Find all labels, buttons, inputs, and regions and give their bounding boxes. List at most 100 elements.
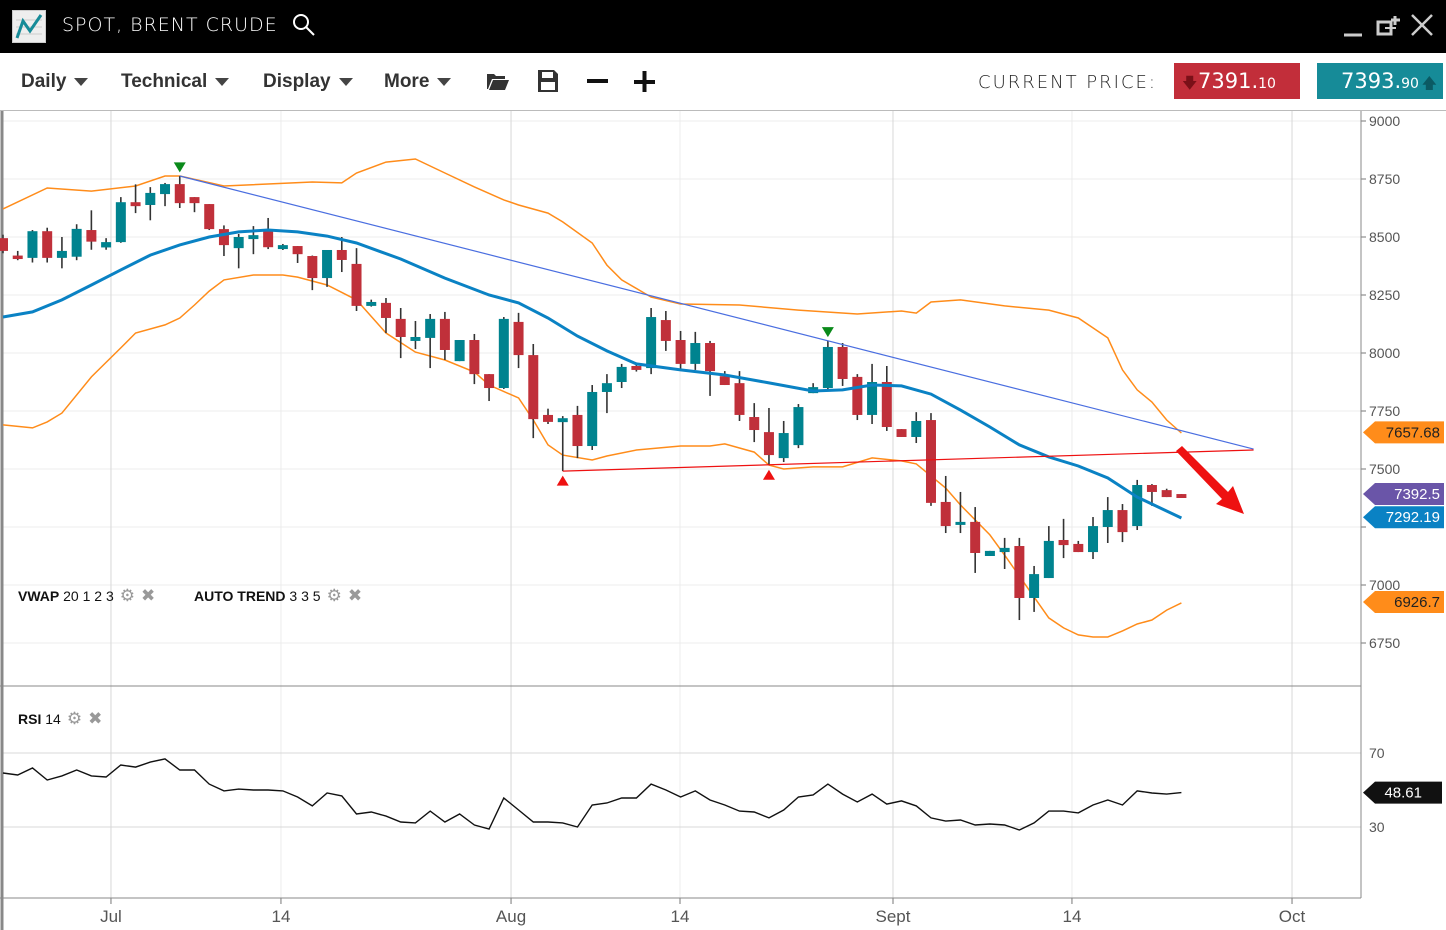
candle-up bbox=[27, 231, 38, 258]
gear-icon[interactable]: ⚙ bbox=[326, 586, 342, 605]
candle-up bbox=[587, 391, 598, 447]
candle-up bbox=[690, 343, 701, 364]
arrow-up-icon: 🡅 bbox=[1421, 74, 1437, 92]
rsi-value-tag bbox=[1363, 781, 1442, 804]
y-tick-label: 8000 bbox=[1369, 345, 1400, 361]
candle-down bbox=[970, 521, 981, 553]
candle-down bbox=[351, 263, 362, 306]
legend-name: RSI bbox=[18, 711, 42, 727]
candle-up bbox=[233, 237, 244, 249]
close-icon[interactable]: ✖ bbox=[347, 586, 363, 605]
candle-up bbox=[955, 521, 966, 525]
legend-auto-trend: AUTO TREND 3 3 5 ⚙ ✖ bbox=[194, 586, 362, 606]
candle-up bbox=[1043, 540, 1054, 579]
ask-price-decimals: 90 bbox=[1401, 76, 1419, 92]
close-icon[interactable]: ✖ bbox=[140, 586, 156, 605]
gear-icon[interactable]: ⚙ bbox=[119, 586, 135, 605]
y-tick-label: 7500 bbox=[1369, 461, 1400, 477]
chart-logo-icon bbox=[12, 10, 46, 43]
candle-down bbox=[543, 414, 554, 422]
candle-down bbox=[189, 197, 200, 204]
candle-down bbox=[263, 231, 274, 248]
candle-down bbox=[1073, 543, 1084, 553]
pivot-low-marker bbox=[762, 469, 775, 480]
legend-vwap: VWAP 20 1 2 3 ⚙ ✖ bbox=[18, 586, 155, 606]
close-icon[interactable]: ✖ bbox=[88, 709, 103, 728]
legend-params: 3 3 5 bbox=[289, 588, 321, 604]
candle-up bbox=[911, 420, 922, 437]
y-tick-label: 8500 bbox=[1369, 229, 1400, 245]
candle-up bbox=[1102, 510, 1113, 527]
candle-up bbox=[999, 547, 1010, 553]
candle-down bbox=[631, 365, 642, 370]
menu-more[interactable]: More bbox=[384, 71, 452, 93]
x-tick-label: 14 bbox=[671, 907, 690, 926]
menu-label: Daily bbox=[21, 71, 67, 92]
legend-params: 14 bbox=[45, 711, 61, 727]
x-tick-label: Sept bbox=[875, 907, 910, 926]
rsi-line bbox=[2, 758, 1182, 831]
trend-line-support bbox=[562, 449, 1254, 472]
candle-up bbox=[1132, 485, 1143, 527]
price-tag bbox=[1363, 482, 1444, 505]
legend-rsi: RSI 14 ⚙ ✖ bbox=[18, 709, 102, 729]
y-tick-label: 7750 bbox=[1369, 403, 1400, 419]
price-tag-label: 7292.19 bbox=[1386, 509, 1440, 526]
current-price-label: CURRENT PRICE: bbox=[978, 72, 1157, 93]
ask-price[interactable]: 7393.90 🡅 bbox=[1317, 63, 1443, 99]
candle-down bbox=[1117, 510, 1128, 533]
caret-down-icon bbox=[437, 77, 452, 86]
candle-down bbox=[925, 420, 936, 503]
bid-price-decimals: 10 bbox=[1258, 76, 1276, 92]
candle-up bbox=[867, 382, 878, 415]
y-tick-label: 8750 bbox=[1369, 171, 1400, 187]
bid-price-main: 7391. bbox=[1198, 69, 1259, 93]
menu-label: Technical bbox=[121, 71, 208, 92]
candle-down bbox=[42, 231, 53, 258]
candle-up bbox=[425, 318, 436, 338]
candle-up bbox=[793, 407, 804, 446]
candle-up bbox=[410, 336, 421, 341]
x-tick-label: Aug bbox=[496, 907, 526, 926]
candle-down bbox=[660, 320, 671, 341]
menu-daily[interactable]: Daily bbox=[21, 71, 89, 93]
candle-down bbox=[380, 302, 391, 318]
candle-down bbox=[1146, 485, 1157, 492]
lower-band-line bbox=[2, 274, 1182, 638]
candle-up bbox=[822, 346, 833, 389]
price-tag bbox=[1363, 421, 1444, 444]
x-tick-label: 14 bbox=[1062, 907, 1081, 926]
window-title: SPOT, BRENT CRUDE bbox=[62, 14, 278, 36]
pivot-high-marker bbox=[821, 327, 834, 338]
candle-up bbox=[778, 433, 789, 459]
menu-display[interactable]: Display bbox=[263, 71, 353, 93]
y-tick-label: 6750 bbox=[1369, 635, 1400, 651]
arrow-down-icon: 🡇 bbox=[1182, 74, 1198, 92]
caret-down-icon bbox=[215, 77, 230, 86]
bid-price[interactable]: 🡇 7391.10 bbox=[1174, 63, 1300, 99]
toolbar: Daily Technical Display More CURRENT PRI… bbox=[0, 53, 1446, 111]
candle-up bbox=[145, 192, 156, 205]
candle-down bbox=[572, 414, 583, 447]
y-tick-label: 7000 bbox=[1369, 577, 1400, 593]
candle-down bbox=[675, 340, 686, 364]
candle-down bbox=[513, 321, 524, 356]
menu-label: More bbox=[384, 71, 430, 92]
candle-down bbox=[307, 256, 318, 279]
candle-up bbox=[71, 228, 82, 257]
candle-down bbox=[1058, 539, 1069, 546]
candle-up bbox=[160, 184, 171, 195]
price-tag-label: 7392.5 bbox=[1394, 486, 1440, 503]
candle-down bbox=[940, 501, 951, 527]
forecast-arrow-icon bbox=[1176, 446, 1244, 514]
menu-technical[interactable]: Technical bbox=[121, 71, 230, 93]
gear-icon[interactable]: ⚙ bbox=[66, 709, 83, 728]
candle-down bbox=[1014, 546, 1025, 598]
candle-down bbox=[218, 229, 229, 246]
candle-down bbox=[86, 230, 97, 242]
price-tag bbox=[1363, 506, 1444, 529]
candle-down bbox=[734, 383, 745, 415]
candle-up bbox=[646, 317, 657, 369]
candle-down bbox=[896, 429, 907, 437]
